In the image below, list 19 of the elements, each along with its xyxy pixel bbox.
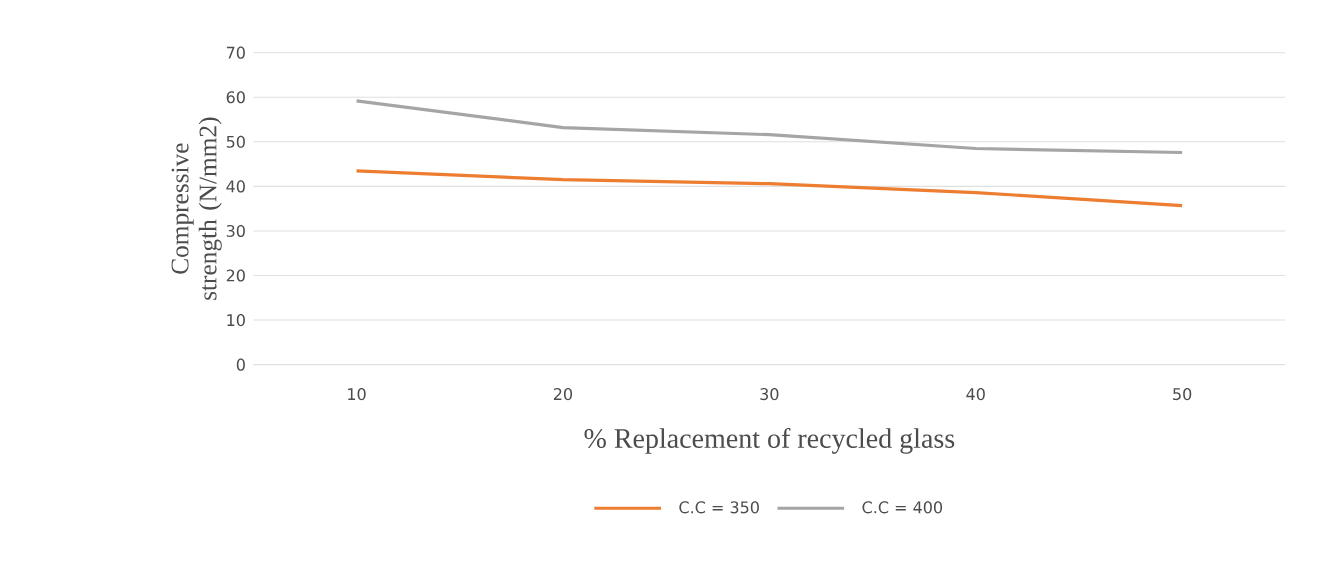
line-series <box>354 99 1184 155</box>
y-tick-label: 30 <box>226 224 245 237</box>
x-axis-title: % Replacement of recycled glass <box>584 427 955 454</box>
y-tick-label: 40 <box>226 180 245 193</box>
legend-label: C.C = 400 <box>862 501 943 514</box>
x-tick-label: 30 <box>760 388 779 401</box>
y-tick-label: 10 <box>227 314 245 327</box>
x-tick-label: 40 <box>966 388 985 401</box>
line-series <box>354 169 1184 208</box>
y-tick-label: 70 <box>226 46 245 59</box>
y-tick-label: 0 <box>236 358 245 371</box>
y-axis-title: Compressive strength (N/mm2) <box>171 117 222 300</box>
y-tick-label: 20 <box>226 269 245 282</box>
y-tick-label: 50 <box>226 135 245 148</box>
legend-label: C.C = 350 <box>679 501 759 514</box>
x-tick-label: 20 <box>553 388 573 401</box>
y-tick-label: 60 <box>226 91 245 104</box>
x-tick-label: 10 <box>348 388 366 401</box>
x-tick-label: 50 <box>1173 388 1192 401</box>
